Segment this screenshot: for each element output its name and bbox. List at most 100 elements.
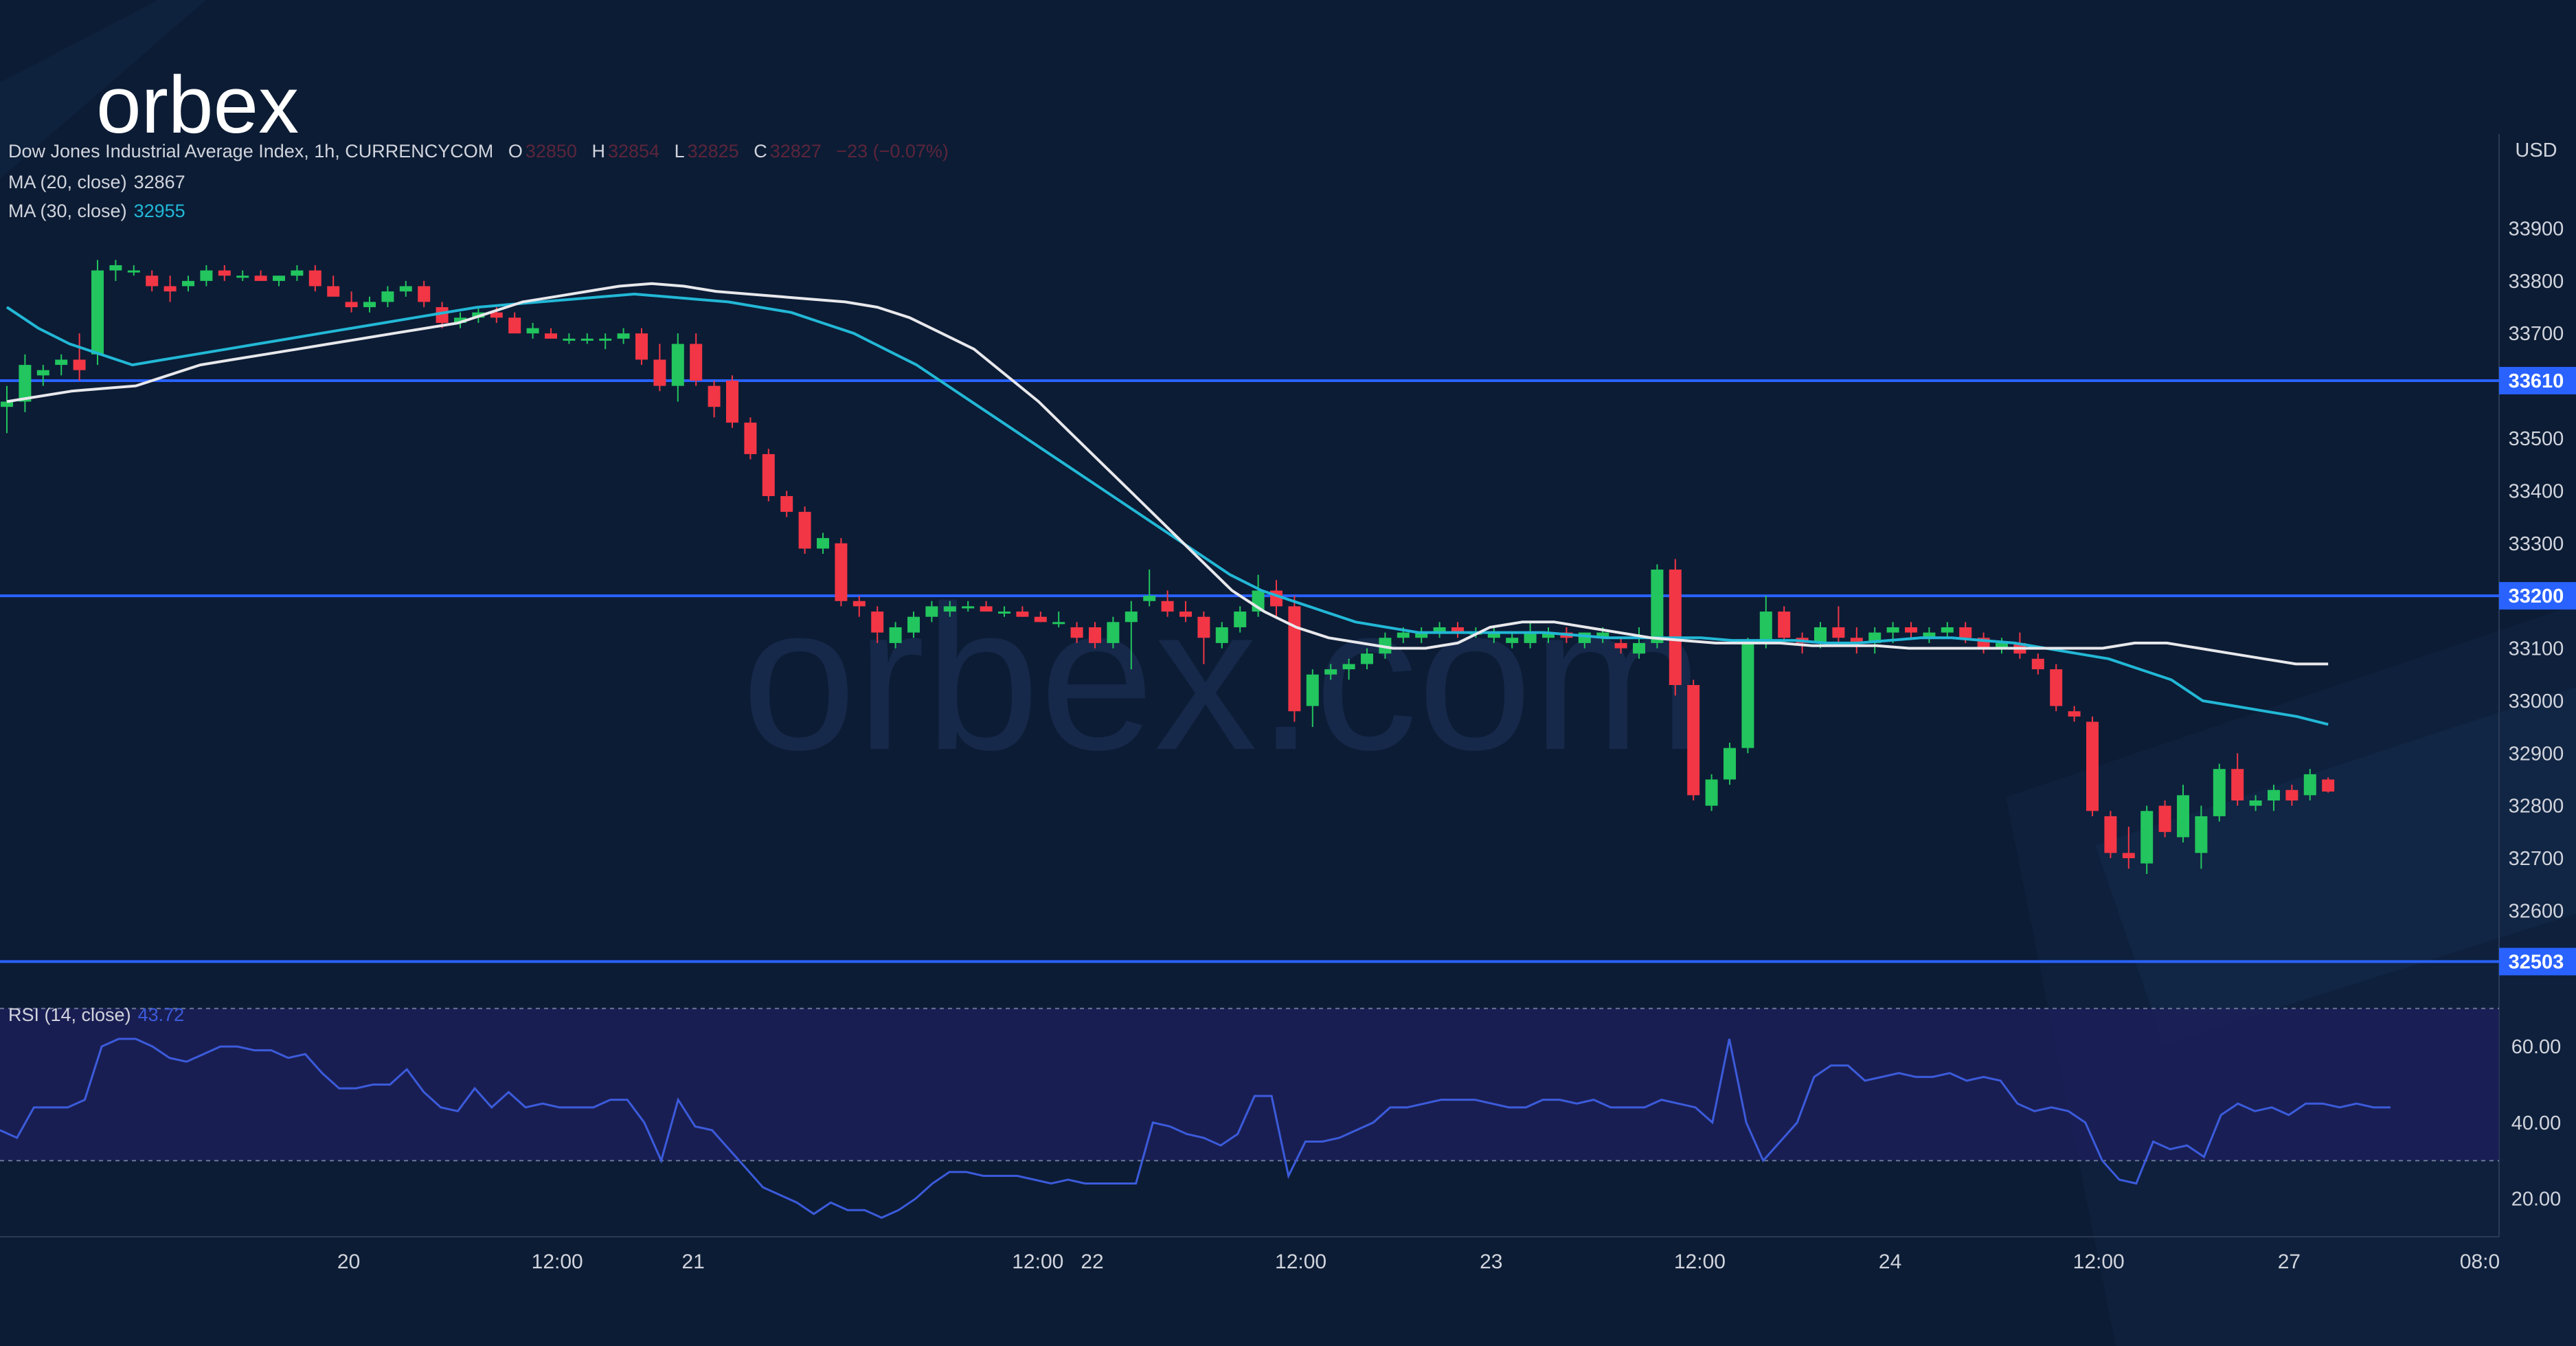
candle-body xyxy=(36,370,49,376)
time-tick-label: 22 xyxy=(1081,1250,1103,1273)
price-tick-label: 33700 xyxy=(2509,323,2564,345)
price-tick-label: 32900 xyxy=(2509,743,2564,765)
candle-body xyxy=(798,511,811,549)
candle-body xyxy=(363,302,376,308)
candle-body xyxy=(852,601,866,607)
candle-body xyxy=(998,612,1010,614)
candle-body xyxy=(327,286,340,297)
ma20-line xyxy=(6,282,2329,666)
candle-body xyxy=(2231,769,2244,801)
candle-body xyxy=(1324,669,1337,675)
candle-body xyxy=(1542,632,1555,638)
candle-body xyxy=(2322,779,2335,792)
candle-body xyxy=(2249,800,2262,806)
candle-body xyxy=(2268,789,2280,801)
candle-body xyxy=(1724,748,1736,780)
candle-body xyxy=(1070,627,1083,638)
candle-body xyxy=(1741,642,1754,748)
candle-body xyxy=(490,312,503,318)
candle-body xyxy=(127,270,140,273)
candle-body xyxy=(780,496,793,512)
candle-body xyxy=(508,317,521,334)
rsi-legend: RSI (14, close) 43.72 xyxy=(8,1005,184,1026)
level-badge xyxy=(2499,582,2576,610)
candles xyxy=(1,260,2335,874)
candle-body xyxy=(1886,627,1899,633)
candle-body xyxy=(1,401,13,407)
rsi-tick-label: 60.00 xyxy=(2511,1036,2562,1058)
time-tick-label: 12:00 xyxy=(1275,1250,1326,1273)
candle-body xyxy=(943,606,956,612)
candle-body xyxy=(418,286,431,302)
ma30-value: 32955 xyxy=(133,201,185,221)
price-tick-label: 32600 xyxy=(2509,900,2564,922)
candle-body xyxy=(182,280,194,287)
candle-body xyxy=(2068,711,2081,717)
time-tick-label: 12:00 xyxy=(1674,1250,1726,1273)
candle-body xyxy=(599,338,612,341)
candle-body xyxy=(436,307,449,323)
high-value: 32854 xyxy=(607,141,660,161)
price-tick-label: 33400 xyxy=(2509,480,2564,502)
orbex-logo: orbex xyxy=(96,60,299,150)
rsi-value: 43.72 xyxy=(137,1005,185,1025)
open-value: 32850 xyxy=(525,141,577,161)
candle-body xyxy=(980,606,993,612)
candle-body xyxy=(835,543,848,601)
candle-body xyxy=(2285,789,2298,801)
candle-body xyxy=(1161,601,1174,612)
candle-body xyxy=(1778,612,1791,638)
candle-body xyxy=(1651,569,1664,643)
candle-body xyxy=(1052,622,1065,625)
rsi-label: RSI (14, close) xyxy=(8,1005,131,1025)
candle-body xyxy=(2122,853,2135,859)
candle-body xyxy=(671,344,684,386)
candle-body xyxy=(55,359,68,366)
candle-body xyxy=(254,276,267,281)
candle-body xyxy=(762,453,775,497)
candle-body xyxy=(2086,721,2099,811)
logo-text: orbex xyxy=(96,60,299,150)
candle-body xyxy=(1524,632,1537,643)
candle-body xyxy=(1089,627,1101,643)
candle-body xyxy=(2177,795,2189,838)
candle-body xyxy=(1234,612,1247,627)
candle-body xyxy=(1451,627,1464,633)
rsi-tick-label: 20.00 xyxy=(2511,1189,2562,1211)
price-axis[interactable]: USD 20.00 40.00 60.00 32600 32700 32800 32900 3… xyxy=(2509,139,2564,1211)
time-tick-label: 08:0 xyxy=(2460,1250,2500,1273)
currency-label: USD xyxy=(2515,139,2557,161)
candle-body xyxy=(218,270,231,276)
candle-body xyxy=(1614,642,1627,649)
candle-body xyxy=(1996,642,2008,649)
candle-body xyxy=(1687,684,1700,796)
candle-body xyxy=(1759,612,1772,643)
high-label: H xyxy=(591,141,605,161)
candle-body xyxy=(345,302,358,308)
candle-body xyxy=(1397,632,1410,638)
candle-body xyxy=(109,265,122,271)
symbol-name: Dow Jones Industrial Average Index, 1h, … xyxy=(8,141,494,161)
candle-body xyxy=(399,286,412,292)
candle-body xyxy=(1633,642,1645,654)
candle-body xyxy=(708,385,721,407)
candle-body xyxy=(889,627,902,643)
watermark-text: orbex.com xyxy=(742,562,1704,793)
candle-body xyxy=(1197,616,1210,638)
time-axis[interactable]: 20 12:00 21 12:00 22 12:00 23 12:00 24 12:00 27 08:… xyxy=(337,1250,2500,1273)
candle-body xyxy=(1107,622,1120,643)
rsi-line xyxy=(0,1037,2391,1219)
candle-body xyxy=(580,338,594,341)
candle-body xyxy=(163,286,177,292)
candle-body xyxy=(1125,612,1138,622)
candle-body xyxy=(617,333,630,339)
candle-body xyxy=(454,317,466,323)
horizontal-levels[interactable]: 33610 33200 32503 xyxy=(0,366,2576,976)
candle-body xyxy=(925,606,938,617)
time-tick-label: 24 xyxy=(1879,1250,1901,1273)
candle-body xyxy=(1034,616,1047,622)
open-label: O xyxy=(508,141,523,161)
ma30-label: MA (30, close) xyxy=(8,201,127,221)
deco-band xyxy=(2095,687,2576,1044)
